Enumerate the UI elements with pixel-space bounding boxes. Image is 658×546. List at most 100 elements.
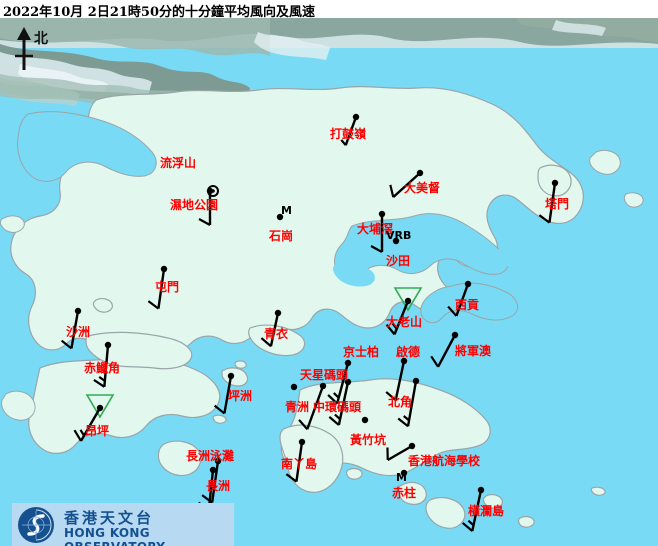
station-tuen-mun[interactable] — [147, 265, 168, 310]
station-shek-kong[interactable] — [276, 213, 284, 221]
title-bar: 2022年10月 2日21時50分的十分鐘平均風向及風速 — [0, 0, 658, 20]
barb-full — [430, 355, 440, 368]
station-label-shek-kong: 石崗 — [269, 229, 294, 243]
station-dot — [96, 404, 104, 412]
station-peng-chau[interactable] — [213, 372, 235, 415]
gale-triangle-icon — [85, 394, 115, 419]
station-label-peng-chau: 坪洲 — [228, 389, 253, 403]
station-tai-mei-tuk[interactable] — [389, 169, 424, 198]
lamma-island-shape — [279, 424, 344, 493]
station-wetland-park[interactable] — [207, 185, 219, 197]
barb-full — [538, 214, 551, 224]
barb-shaft — [210, 460, 220, 503]
station-star-ferry[interactable] — [328, 378, 352, 426]
barb-shaft — [223, 375, 233, 414]
station-tseung-kwan-o[interactable] — [430, 331, 459, 368]
station-label-central-pier: 中環碼頭 — [313, 400, 362, 414]
station-north-point[interactable] — [397, 377, 420, 428]
station-label-cheung-chau-beach: 長洲泳灘 — [186, 449, 235, 463]
aux-marker-shek-kong-m: M — [281, 204, 292, 217]
station-central-pier[interactable] — [298, 382, 327, 430]
station-lamma-island[interactable] — [285, 438, 306, 483]
station-label-cheung-chau: 長洲 — [206, 479, 231, 493]
station-dot — [352, 113, 360, 121]
barb-half — [334, 413, 341, 420]
station-dot — [160, 265, 168, 273]
barb-full — [447, 305, 458, 317]
station-dot — [464, 280, 472, 288]
station-sai-kung[interactable] — [447, 280, 472, 317]
barb-full — [285, 473, 298, 483]
station-wong-chuk-hang[interactable] — [361, 416, 369, 424]
station-label-north-point: 北角 — [388, 395, 413, 409]
station-tsing-yi[interactable] — [260, 309, 282, 348]
north-arrow: 北 — [8, 26, 68, 76]
gale-triangle-icon — [393, 287, 423, 312]
station-label-ngong-ping: 昂坪 — [85, 424, 110, 438]
station-chek-lap-kok[interactable] — [93, 341, 112, 388]
barb-full — [389, 184, 395, 198]
barb-half — [403, 415, 410, 422]
southern-islet — [425, 497, 466, 529]
station-dot — [392, 237, 400, 245]
waglan-islet — [482, 494, 503, 509]
hko-logo-mark — [18, 507, 54, 543]
barb-full — [198, 218, 211, 226]
station-tai-po-kau[interactable] — [370, 210, 386, 253]
station-ta-kwu-ling[interactable] — [340, 113, 360, 146]
station-label-tai-mei-tuk: 大美督 — [404, 181, 441, 195]
station-label-kings-park: 京士柏 — [343, 345, 380, 359]
station-waglan-island[interactable] — [462, 486, 485, 532]
barb-shaft — [392, 172, 421, 198]
map-geography — [0, 18, 658, 546]
station-label-wong-chuk-hang: 黃竹坑 — [350, 433, 387, 447]
hko-logo-chinese: 香港天文台 — [64, 509, 155, 527]
station-stanley[interactable] — [400, 469, 408, 477]
station-label-stanley: 赤柱 — [392, 486, 417, 500]
barb-shaft — [337, 381, 350, 426]
station-dot — [209, 466, 217, 474]
station-label-tseung-kwan-o: 將軍澳 — [455, 344, 492, 358]
barb-shaft — [157, 268, 166, 309]
station-label-green-island: 青洲 — [285, 400, 310, 414]
po-toi-islet — [397, 481, 427, 505]
station-label-sha-tin: 沙田 — [386, 254, 411, 268]
page-title: 2022年10月 2日21時50分的十分鐘平均風向及風速 — [3, 5, 316, 20]
peng-chau-island — [221, 367, 249, 387]
station-sha-tin[interactable] — [392, 237, 400, 245]
barb-full — [327, 394, 338, 405]
station-green-island[interactable] — [290, 383, 298, 391]
new-territories — [10, 86, 584, 353]
station-maritime-school[interactable] — [386, 442, 416, 462]
station-label-tsing-yi: 青衣 — [264, 327, 289, 341]
station-dot — [104, 341, 112, 349]
barb-full — [93, 378, 105, 388]
station-label-maritime-school: 香港航海學校 — [408, 454, 481, 468]
barb-shaft — [406, 380, 418, 427]
calm-circle-icon — [207, 185, 219, 197]
station-kai-tak[interactable] — [385, 357, 408, 401]
aux-marker-sha-tin-vrb: VRB — [386, 229, 412, 242]
station-label-tai-po-kau: 大埔滘 — [357, 222, 394, 236]
station-ngong-ping[interactable] — [73, 394, 115, 442]
barb-shaft — [295, 441, 304, 482]
chek-lap-kok-island — [85, 331, 193, 370]
station-dot — [400, 357, 408, 365]
station-sha-chau[interactable] — [60, 307, 82, 350]
station-label-lau-fau-shan: 流浮山 — [160, 156, 197, 170]
station-tates-cairn[interactable] — [385, 287, 423, 336]
station-dot — [274, 309, 282, 317]
station-kings-park[interactable] — [327, 359, 352, 405]
station-dot — [416, 169, 424, 177]
barb-full — [397, 417, 409, 428]
barb-shaft — [344, 116, 358, 146]
station-label-tap-mun: 塔門 — [545, 197, 570, 211]
barb-half — [98, 376, 106, 382]
station-dot — [344, 359, 352, 367]
ne-islands — [589, 149, 644, 208]
map-canvas: 北 流浮山 濕地公園 打鼓嶺 石崗 大美督 大埔滘 沙田 塔門 屯門 沙洲 赤鱲角 昂坪 坪洲 青衣 大老山… — [0, 18, 658, 546]
station-tap-mun[interactable] — [538, 179, 559, 224]
barb-full — [385, 323, 396, 336]
station-dot — [74, 307, 82, 315]
